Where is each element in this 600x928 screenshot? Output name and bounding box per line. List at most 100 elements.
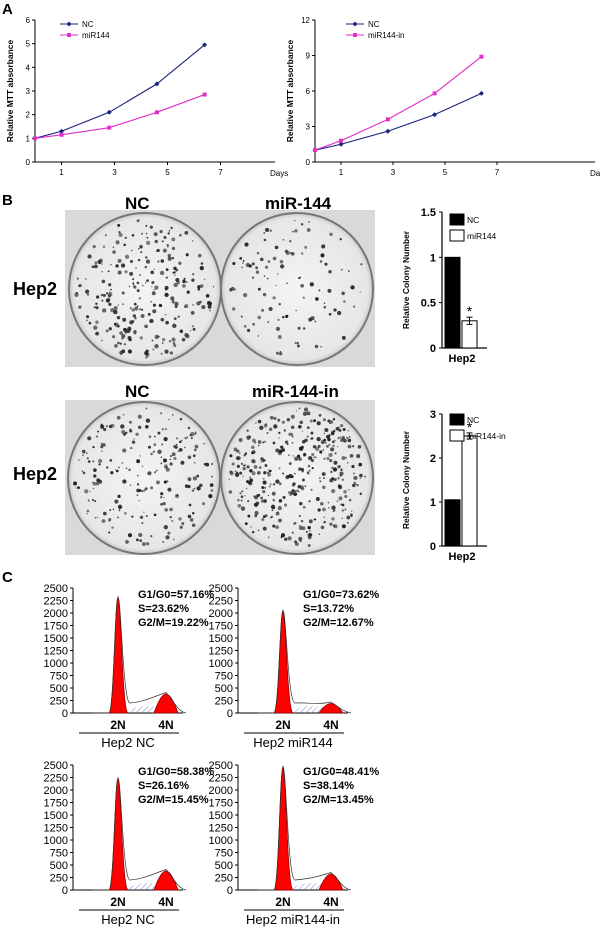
phase-stat: G1/G0=48.41% (303, 766, 379, 778)
colony-dot (257, 419, 262, 424)
colony-dot (295, 309, 297, 312)
colony-dot (350, 285, 355, 290)
colony-dot (152, 450, 156, 454)
colony-dot (154, 239, 158, 244)
colony-dot (86, 457, 89, 460)
colony-dot (92, 487, 95, 490)
colony-dot (244, 452, 248, 455)
colony-dot (343, 489, 347, 494)
colony-dot (172, 538, 175, 541)
colony-dot (322, 418, 326, 422)
colony-dot (308, 500, 311, 503)
colony-dot (86, 512, 88, 515)
colony-dot (282, 315, 285, 319)
colony-dot (132, 314, 137, 318)
colony-dot (286, 417, 291, 422)
data-point (154, 110, 159, 115)
colony-dot (136, 459, 141, 464)
colony-dot (92, 499, 94, 501)
colony-dot (197, 253, 202, 258)
colony-dot (296, 454, 301, 458)
colony-dot (103, 427, 107, 432)
colony-dot (251, 530, 255, 534)
row-label-hep2-top: Hep2 (13, 279, 57, 299)
colony-dot (239, 492, 242, 495)
colony-dot (294, 229, 298, 233)
colony-dot (240, 462, 244, 465)
colony-dot (87, 436, 92, 441)
data-point (202, 92, 207, 97)
colony-dot (341, 478, 344, 481)
colony-dot (318, 477, 321, 480)
colony-dot (137, 474, 139, 477)
colony-dot (329, 420, 334, 424)
colony-dot (298, 425, 302, 429)
colony-dot (277, 418, 281, 422)
colony-dot (317, 508, 321, 512)
colony-dot (197, 287, 201, 291)
data-point (385, 117, 390, 122)
colony-dot (332, 467, 338, 472)
colony-dot (308, 221, 310, 223)
colony-dot (193, 448, 197, 452)
colony-dot (301, 478, 306, 482)
colony-dot (163, 236, 167, 239)
colony-dot (122, 303, 124, 306)
colony-dot (241, 266, 243, 269)
colony-dot (259, 425, 264, 431)
y-tick-label: 750 (50, 848, 68, 860)
colony-dot (333, 460, 338, 465)
colony-dot (142, 284, 144, 287)
colony-dot (93, 264, 98, 269)
colony-dot (156, 480, 160, 485)
colony-dot (311, 466, 314, 470)
colony-dot (161, 443, 164, 446)
colony-dot (331, 517, 335, 521)
colony-dot (127, 533, 133, 538)
colony-dot (340, 468, 343, 471)
colony-dot (315, 446, 320, 451)
colony-dot (337, 310, 342, 316)
colony-dot (331, 466, 334, 469)
colony-dot (314, 456, 317, 459)
colony-dot (139, 336, 143, 340)
colony-dot (287, 491, 292, 495)
colony-dot (316, 421, 321, 426)
colony-dot (134, 306, 139, 311)
colony-dot (174, 305, 178, 309)
colony-dot (277, 505, 282, 511)
colony-dot (108, 302, 112, 307)
colony-dot (179, 329, 184, 334)
legend-label: NC (467, 215, 479, 225)
colony-dot (160, 259, 165, 263)
colony-dot (145, 232, 148, 235)
legend-label: miR144-in (467, 431, 506, 441)
colony-dot (343, 300, 346, 303)
colony-dot (125, 431, 128, 435)
colony-dot (287, 536, 292, 541)
colony-dot (122, 448, 127, 453)
colony-dot (92, 481, 97, 486)
colony-dot (327, 288, 332, 293)
colony-dot (339, 237, 342, 241)
colony-dot (262, 292, 267, 297)
colony-dot (188, 503, 192, 507)
legend-label: miR144 (82, 31, 110, 40)
colony-dot (297, 344, 300, 348)
colony-dot (115, 240, 120, 245)
colony-dot (95, 302, 98, 305)
y-tick-label: 1.5 (421, 207, 436, 219)
colony-dot (160, 502, 163, 506)
y-tick-label: 750 (215, 671, 233, 683)
colony-dot (310, 437, 312, 440)
data-point (339, 138, 343, 143)
colony-dot (322, 507, 326, 512)
colony-dot (249, 476, 251, 479)
colony-dot (184, 230, 189, 235)
colony-dot (267, 536, 270, 539)
colony-dot (189, 518, 194, 522)
legend-swatch (449, 429, 465, 442)
colony-dot (356, 484, 359, 487)
phase-stat: S=23.62% (138, 603, 189, 615)
colony-dot (232, 261, 236, 266)
